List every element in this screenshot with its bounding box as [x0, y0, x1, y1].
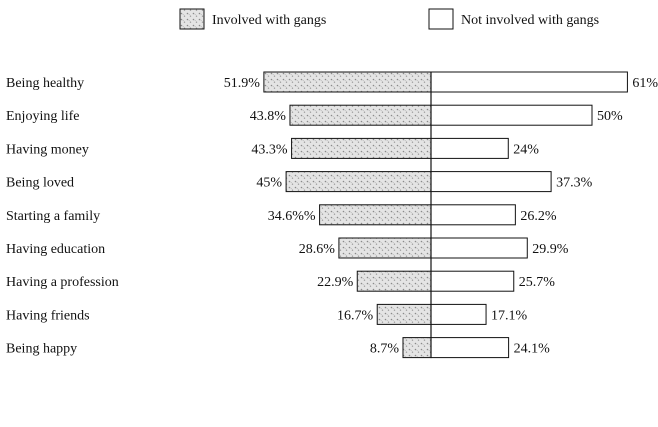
- bar-involved: [356, 270, 432, 292]
- bar-not-involved: [430, 337, 510, 359]
- legend-label-not-involved: Not involved with gangs: [461, 13, 599, 28]
- bar-involved: [402, 337, 432, 359]
- category-label: Starting a family: [6, 209, 100, 224]
- bar-not-involved: [430, 137, 509, 159]
- plot-area: Being healthy 51.9% 61% Enjoying life 43.8% 5…: [6, 71, 658, 359]
- bar-involved: [338, 237, 432, 259]
- category-label: Having a profession: [6, 275, 119, 290]
- category-label: Having money: [6, 142, 89, 157]
- bar-not-involved: [430, 104, 593, 126]
- data-label-involved: 43.3%: [251, 142, 288, 157]
- category-label: Being loved: [6, 176, 74, 191]
- bar-not-involved: [430, 303, 487, 325]
- legend-label-involved: Involved with gangs: [212, 13, 326, 28]
- legend: Involved with gangs Not involved with ga…: [179, 8, 599, 30]
- data-label-not-involved: 29.9%: [532, 242, 569, 257]
- legend-swatch-not-involved: [428, 8, 454, 30]
- category-label: Being healthy: [6, 76, 84, 91]
- bar-not-involved: [430, 270, 515, 292]
- category-label: Being happy: [6, 342, 77, 357]
- data-label-involved: 28.6%: [299, 242, 336, 257]
- bar-involved: [289, 104, 432, 126]
- data-label-not-involved: 26.2%: [520, 209, 557, 224]
- category-label: Having education: [6, 242, 105, 257]
- data-label-involved: 45%: [256, 176, 282, 191]
- data-label-involved: 16.7%: [337, 308, 374, 323]
- data-label-involved: 8.7%: [370, 342, 400, 357]
- data-label-not-involved: 61%: [632, 76, 658, 91]
- bar-involved: [285, 171, 432, 193]
- bar-involved: [319, 204, 432, 226]
- category-label: Having friends: [6, 308, 90, 323]
- bar-involved: [291, 137, 432, 159]
- data-label-involved: 43.8%: [250, 109, 287, 124]
- data-label-involved: 22.9%: [317, 275, 354, 290]
- data-label-not-involved: 50%: [597, 109, 623, 124]
- data-label-involved: 34.6%%: [268, 209, 316, 224]
- bar-not-involved: [430, 204, 516, 226]
- data-label-not-involved: 37.3%: [556, 176, 593, 191]
- data-label-not-involved: 17.1%: [491, 308, 528, 323]
- bar-not-involved: [430, 171, 552, 193]
- data-label-not-involved: 24.1%: [514, 342, 551, 357]
- bar-not-involved: [430, 237, 528, 259]
- data-label-involved: 51.9%: [224, 76, 261, 91]
- legend-swatch-involved: [179, 8, 205, 30]
- data-label-not-involved: 24%: [513, 142, 539, 157]
- bar-not-involved: [430, 71, 628, 93]
- bar-involved: [376, 303, 432, 325]
- category-label: Enjoying life: [6, 109, 80, 124]
- bar-involved: [263, 71, 432, 93]
- data-label-not-involved: 25.7%: [519, 275, 556, 290]
